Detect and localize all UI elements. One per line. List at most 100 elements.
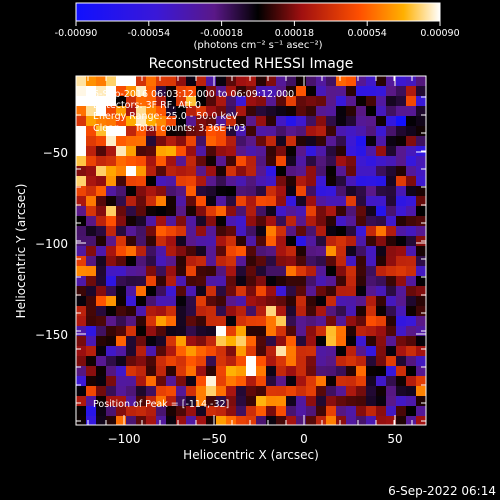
image-pixel — [376, 176, 386, 186]
image-pixel — [296, 276, 306, 286]
image-pixel — [126, 386, 136, 396]
image-pixel — [396, 166, 406, 176]
image-pixel — [326, 286, 336, 296]
image-pixel — [146, 96, 156, 106]
image-pixel — [396, 186, 406, 196]
image-pixel — [346, 356, 356, 366]
image-pixel — [146, 356, 156, 366]
image-pixel — [416, 116, 426, 126]
image-pixel — [346, 306, 356, 316]
image-pixel — [176, 176, 186, 186]
image-pixel — [136, 386, 146, 396]
image-pixel — [416, 396, 426, 406]
image-pixel — [406, 346, 416, 356]
image-pixel — [96, 206, 106, 216]
image-pixel — [196, 206, 206, 216]
image-pixel — [376, 216, 386, 226]
image-pixel — [386, 166, 396, 176]
image-pixel — [286, 186, 296, 196]
image-pixel — [416, 346, 426, 356]
image-pixel — [176, 306, 186, 316]
image-pixel — [236, 106, 246, 116]
image-pixel — [136, 236, 146, 246]
image-pixel — [286, 386, 296, 396]
image-pixel — [236, 246, 246, 256]
image-pixel — [116, 76, 126, 86]
image-pixel — [206, 316, 216, 326]
image-pixel — [406, 286, 416, 296]
image-pixel — [416, 196, 426, 206]
image-pixel — [106, 86, 116, 96]
image-pixel — [406, 256, 416, 266]
image-pixel — [256, 396, 266, 406]
image-pixel — [326, 306, 336, 316]
image-pixel — [316, 246, 326, 256]
image-pixel — [86, 336, 96, 346]
image-pixel — [376, 106, 386, 116]
image-pixel — [236, 256, 246, 266]
image-pixel — [196, 106, 206, 116]
image-pixel — [156, 396, 166, 406]
image-pixel — [226, 236, 236, 246]
image-pixel — [396, 126, 406, 136]
image-pixel — [336, 126, 346, 136]
image-pixel — [376, 76, 386, 86]
image-pixel — [286, 276, 296, 286]
image-pixel — [116, 226, 126, 236]
image-pixel — [106, 76, 116, 86]
image-pixel — [396, 336, 406, 346]
image-pixel — [416, 156, 426, 166]
image-pixel — [276, 296, 286, 306]
image-pixel — [186, 226, 196, 236]
image-pixel — [366, 366, 376, 376]
image-pixel — [356, 216, 366, 226]
image-pixel — [136, 256, 146, 266]
image-pixel — [106, 386, 116, 396]
image-pixel — [296, 286, 306, 296]
image-pixel — [306, 396, 316, 406]
image-pixel — [126, 286, 136, 296]
image-pixel — [206, 416, 216, 425]
image-pixel — [76, 116, 86, 126]
image-pixel — [226, 136, 236, 146]
image-pixel — [376, 296, 386, 306]
image-pixel — [326, 116, 336, 126]
image-pixel — [206, 366, 216, 376]
image-pixel — [136, 176, 146, 186]
image-pixel — [356, 76, 366, 86]
image-pixel — [186, 106, 196, 116]
image-pixel — [166, 286, 176, 296]
image-pixel — [306, 216, 316, 226]
image-pixel — [276, 126, 286, 136]
image-pixel — [76, 376, 86, 386]
colorbar-tick-label: 0.00090 — [420, 28, 459, 39]
image-pixel — [186, 236, 196, 246]
image-pixel — [336, 296, 346, 306]
image-pixel — [256, 76, 266, 86]
image-pixel — [346, 236, 356, 246]
image-pixel — [136, 406, 146, 416]
image-pixel — [386, 236, 396, 246]
image-pixel — [366, 186, 376, 196]
image-pixel — [396, 86, 406, 96]
image-pixel — [146, 246, 156, 256]
image-pixel — [136, 266, 146, 276]
image-pixel — [406, 176, 416, 186]
image-pixel — [106, 256, 116, 266]
image-pixel — [176, 166, 186, 176]
image-pixel — [146, 316, 156, 326]
image-pixel — [256, 306, 266, 316]
image-pixel — [76, 156, 86, 166]
image-pixel — [416, 186, 426, 196]
image-pixel — [206, 156, 216, 166]
image-pixel — [296, 106, 306, 116]
image-pixel — [116, 206, 126, 216]
image-pixel — [406, 86, 416, 96]
image-pixel — [386, 186, 396, 196]
y-tick-label: −150 — [35, 328, 68, 342]
image-pixel — [306, 296, 316, 306]
image-pixel — [176, 186, 186, 196]
image-pixel — [376, 136, 386, 146]
image-pixel — [96, 256, 106, 266]
image-pixel — [216, 276, 226, 286]
